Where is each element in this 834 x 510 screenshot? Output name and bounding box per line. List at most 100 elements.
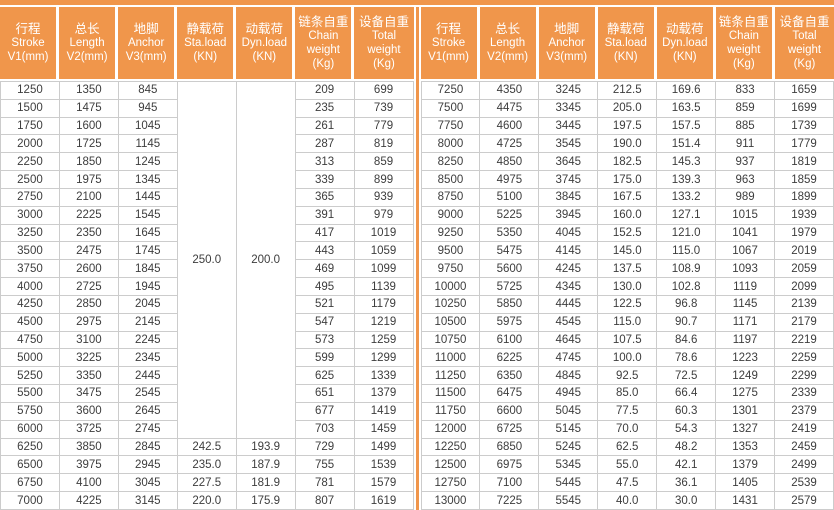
table-header-right: 行程 Stroke V1(mm) 总长 Length V2(mm) 地脚 Anchor V3(m… (420, 7, 834, 79)
cell-sta-load: 47.5 (597, 473, 658, 493)
cell-dyn-load: 187.9 (235, 455, 296, 475)
table-row: 6000 3725 2745 703 1459 (0, 419, 414, 439)
cell-chain-weight: 1041 (715, 223, 776, 243)
cell-stroke-v1: 4750 (0, 330, 60, 350)
cell-sta-load: 122.5 (597, 294, 658, 314)
header-line: Anchor (127, 37, 165, 49)
table-row: 11750 6600 5045 77.5 60.3 1301 2379 (420, 401, 834, 421)
cell-dyn-load: 30.0 (656, 491, 717, 510)
header-line: 行程 (15, 22, 41, 36)
cell-dyn-load: 169.6 (656, 81, 717, 100)
cell-sta-load: 175.0 (597, 170, 658, 189)
table-header-left: 行程 Stroke V1(mm) 总长 Length V2(mm) 地脚 Anchor V3(m… (0, 7, 414, 79)
table-row: 9750 5600 4245 137.5 108.9 1093 2059 (420, 259, 834, 279)
header-line: (Kg) (733, 58, 755, 70)
header-line: 地脚 (133, 22, 159, 36)
cell-length-v2: 2475 (58, 241, 119, 261)
cell-chain-weight: 261 (294, 116, 355, 136)
cell-stroke-v1: 6250 (0, 437, 60, 457)
cell-sta-load: 115.0 (597, 312, 658, 332)
cell-dyn-load: 60.3 (656, 401, 717, 421)
header-line: V1(mm) (428, 51, 469, 63)
cell-total-weight: 1539 (353, 455, 414, 475)
cell-stroke-v1: 3750 (0, 259, 60, 279)
cell-length-v2: 6600 (479, 401, 540, 421)
cell-chain-weight: 469 (294, 259, 355, 279)
cell-anchor-v3: 4145 (538, 241, 599, 261)
header-dyn-load: 动载荷 Dyn.load (KN) (236, 7, 296, 79)
cell-stroke-v1: 10250 (420, 294, 481, 314)
cell-anchor-v3: 1745 (117, 241, 178, 261)
cell-length-v2: 2225 (58, 205, 119, 225)
cell-stroke-v1: 4000 (0, 277, 60, 296)
cell-anchor-v3: 4245 (538, 259, 599, 279)
cell-total-weight: 2379 (774, 401, 834, 421)
cell-total-weight: 1779 (774, 134, 834, 154)
cell-sta-load: 145.0 (597, 241, 658, 261)
header-line: weight (367, 44, 401, 56)
header-stroke-v1: 行程 Stroke V1(mm) (0, 7, 60, 79)
table-row: 7750 4600 3445 197.5 157.5 885 1739 (420, 116, 834, 136)
cell-sta-load: 107.5 (597, 330, 658, 350)
table-row: 13000 7225 5545 40.0 30.0 1431 2579 (420, 491, 834, 510)
cell-total-weight: 1899 (774, 187, 834, 207)
cell-stroke-v1: 4250 (0, 294, 60, 314)
dyn-load-merged-cell: 200.0 (235, 81, 296, 439)
cell-total-weight: 1699 (774, 98, 834, 118)
cell-total-weight: 1979 (774, 223, 834, 243)
cell-total-weight: 1139 (353, 277, 414, 296)
header-line: 链条自重 (298, 15, 349, 29)
cell-dyn-load: 72.5 (656, 366, 717, 386)
cell-total-weight: 2299 (774, 366, 834, 386)
header-line: weight (306, 44, 340, 56)
header-stroke-v1: 行程 Stroke V1(mm) (420, 7, 480, 79)
cell-length-v2: 4725 (479, 134, 540, 154)
cell-stroke-v1: 7750 (420, 116, 481, 136)
cell-sta-load: 220.0 (176, 491, 237, 510)
cell-dyn-load: 121.0 (656, 223, 717, 243)
cell-dyn-load: 54.3 (656, 419, 717, 439)
cell-length-v2: 2100 (58, 187, 119, 207)
cell-sta-load: 190.0 (597, 134, 658, 154)
top-accent-strip (0, 0, 834, 5)
table-row: 1250 1350 845 250.0 200.0 209 699 (0, 81, 414, 439)
sta-load-merged-cell: 250.0 (176, 81, 237, 439)
cell-anchor-v3: 4545 (538, 312, 599, 332)
cell-chain-weight: 989 (715, 187, 776, 207)
cell-length-v2: 3725 (58, 419, 119, 439)
table-row: 5000 3225 2345 599 1299 (0, 348, 414, 368)
cell-length-v2: 6725 (479, 419, 540, 439)
cell-total-weight: 859 (353, 152, 414, 172)
cell-stroke-v1: 9750 (420, 259, 481, 279)
table-row: 10250 5850 4445 122.5 96.8 1145 2139 (420, 294, 834, 314)
cell-chain-weight: 677 (294, 401, 355, 421)
cell-stroke-v1: 1750 (0, 116, 60, 136)
cell-anchor-v3: 3145 (117, 491, 178, 510)
cell-length-v2: 2850 (58, 294, 119, 314)
cell-length-v2: 4600 (479, 116, 540, 136)
cell-sta-load: 227.5 (176, 473, 237, 493)
cell-length-v2: 3975 (58, 455, 119, 475)
cell-anchor-v3: 1145 (117, 134, 178, 154)
table-row: 8500 4975 3745 175.0 139.3 963 1859 (420, 170, 834, 189)
cell-total-weight: 899 (353, 170, 414, 189)
cell-total-weight: 1099 (353, 259, 414, 279)
cell-stroke-v1: 3000 (0, 205, 60, 225)
cell-total-weight: 699 (353, 81, 414, 100)
cell-stroke-v1: 8250 (420, 152, 481, 172)
cell-stroke-v1: 6750 (0, 473, 60, 493)
cell-chain-weight: 1015 (715, 205, 776, 225)
header-line: V2(mm) (487, 51, 529, 63)
cell-chain-weight: 755 (294, 455, 355, 475)
cell-length-v2: 6850 (479, 437, 540, 457)
cell-anchor-v3: 5045 (538, 401, 599, 421)
table-body-left: 1250 1350 845 250.0 200.0 209 699 1500 1475 945 23… (0, 81, 414, 510)
table-row: 10500 5975 4545 115.0 90.7 1171 2179 (420, 312, 834, 332)
header-line: (KN) (613, 51, 638, 63)
cell-dyn-load: 42.1 (656, 455, 717, 475)
cell-dyn-load: 66.4 (656, 384, 717, 403)
cell-total-weight: 779 (353, 116, 414, 136)
cell-anchor-v3: 2145 (117, 312, 178, 332)
cell-total-weight: 2099 (774, 277, 834, 296)
cell-anchor-v3: 3945 (538, 205, 599, 225)
